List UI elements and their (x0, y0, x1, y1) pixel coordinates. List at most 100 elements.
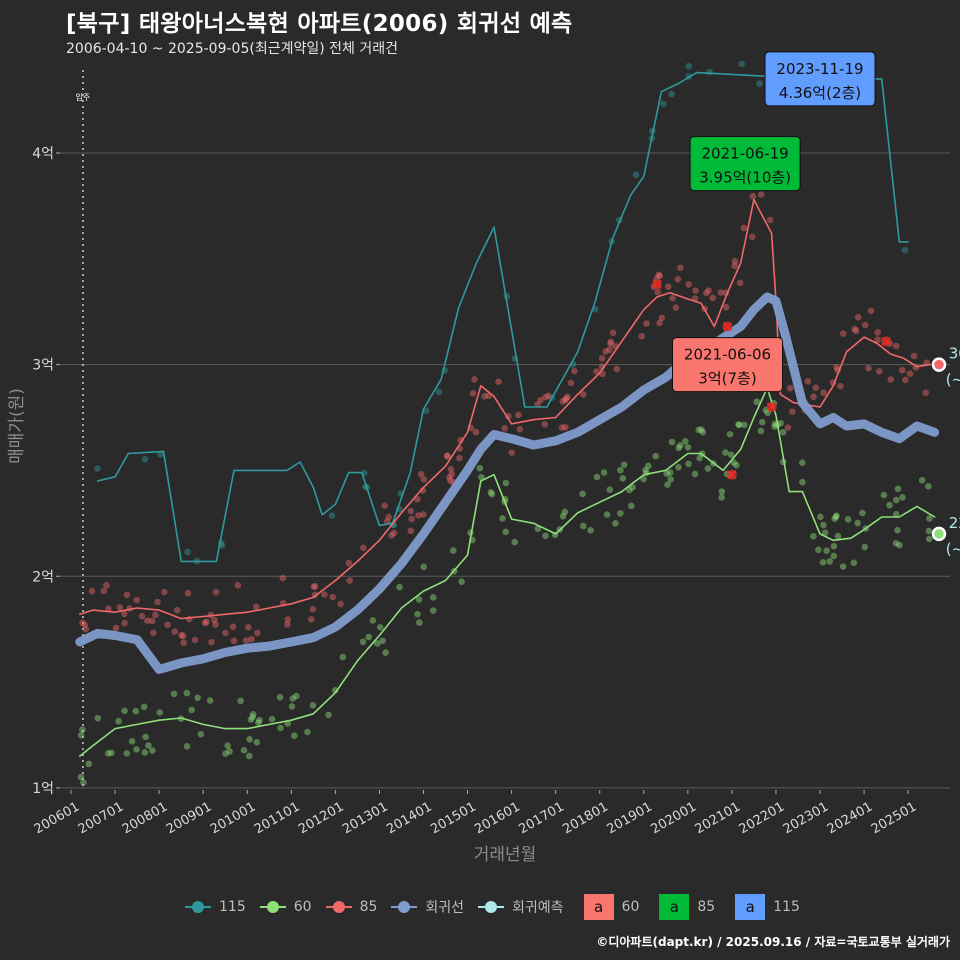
scatter-point-60 (684, 444, 692, 451)
highlight-marker (881, 336, 892, 347)
scatter-point-60 (832, 513, 840, 521)
scatter-point-85 (852, 327, 860, 335)
scatter-point-85 (854, 314, 862, 321)
scatter-point-60 (249, 713, 256, 721)
scatter-point-60 (830, 542, 838, 550)
scatter-point-85 (321, 591, 328, 598)
scatter-point-85 (865, 364, 872, 372)
scatter-point-60 (415, 596, 423, 603)
scatter-point-85 (414, 495, 421, 503)
scatter-point-85 (150, 629, 157, 637)
scatter-point-85 (685, 281, 692, 288)
scatter-point-60 (580, 522, 587, 530)
scatter-point-60 (374, 640, 381, 647)
series-line-60 (79, 387, 936, 757)
scatter-point-85 (516, 425, 524, 433)
scatter-point-85 (571, 367, 578, 375)
scatter-point-60 (727, 451, 735, 459)
scatter-point-60 (420, 563, 428, 571)
scatter-point-85 (874, 329, 881, 336)
scatter-point-60 (759, 418, 766, 426)
scatter-point-60 (249, 710, 257, 718)
scatter-point-60 (80, 779, 87, 786)
legend-label-115: 115 (219, 899, 246, 915)
scatter-point-60 (753, 398, 761, 406)
scatter-point-85 (178, 631, 185, 639)
highlight-marker (722, 321, 733, 332)
y-tick-label: 1억 (32, 781, 54, 797)
scatter-point-115 (632, 171, 640, 179)
scatter-point-115 (422, 407, 430, 415)
scatter-point-60 (696, 454, 703, 462)
plot-panel (60, 62, 950, 790)
y-tick-label: 3억 (32, 358, 54, 374)
scatter-point-85 (833, 363, 840, 371)
scatter-point-60 (735, 421, 743, 429)
scatter-point-85 (757, 191, 765, 198)
scatter-point-60 (304, 728, 311, 736)
scatter-point-60 (476, 464, 484, 472)
legend-item-60: 60 (259, 899, 312, 915)
occupancy-label: 입주 (76, 93, 91, 102)
scatter-point-85 (606, 346, 613, 354)
annotation-price: 4.36억(2층) (779, 84, 861, 102)
scatter-point-60 (291, 732, 298, 740)
scatter-point-60 (183, 742, 191, 750)
scatter-point-60 (277, 724, 284, 732)
scatter-point-85 (664, 283, 672, 291)
scatter-point-85 (310, 583, 318, 590)
scatter-point-85 (607, 340, 614, 348)
scatter-point-60 (652, 452, 660, 460)
scatter-point-60 (819, 559, 827, 566)
scatter-point-60 (642, 466, 649, 474)
scatter-point-85 (443, 453, 451, 460)
scatter-point-60 (534, 525, 542, 533)
scatter-point-60 (396, 583, 403, 591)
annotation-box60: 2021-06-06 3억(7층) (672, 337, 783, 393)
scatter-point-60 (133, 746, 140, 753)
scatter-point-85 (230, 637, 238, 645)
scatter-point-85 (203, 618, 210, 626)
scatter-point-60 (458, 578, 465, 586)
annotation-box (689, 136, 801, 192)
forecast-size-label: (~60㎡) (946, 540, 960, 558)
legend-label-regression: 회귀선 (425, 900, 465, 916)
scatter-point-85 (201, 619, 209, 627)
scatter-point-85 (851, 325, 859, 333)
scatter-point-60 (145, 742, 152, 749)
scatter-point-85 (899, 366, 906, 374)
scatter-point-60 (718, 494, 725, 501)
scatter-point-60 (487, 489, 495, 496)
scatter-point-85 (345, 559, 353, 567)
scatter-point-85 (501, 424, 509, 432)
legend-item-115: 115 (185, 899, 246, 915)
scatter-point-85 (112, 624, 120, 632)
forecast-value-label: 30,000 (949, 345, 960, 363)
scatter-point-60 (240, 747, 248, 754)
series-line-85 (79, 198, 932, 620)
scatter-point-60 (141, 749, 149, 756)
scatter-point-60 (816, 513, 824, 521)
scatter-point-85 (179, 632, 187, 640)
scatter-point-60 (854, 519, 861, 527)
scatter-point-60 (620, 461, 628, 468)
scatter-point-85 (154, 598, 161, 606)
scatter-point-60 (222, 750, 229, 757)
x-axis-title: 거래년월 (474, 845, 537, 865)
x-tick-label: 201301 (340, 799, 390, 837)
scatter-point-60 (478, 473, 485, 481)
scatter-point-85 (876, 367, 883, 375)
legend-label-60: 60 (293, 899, 312, 915)
scatter-point-85 (508, 449, 516, 457)
scatter-point-60 (815, 546, 822, 554)
x-tick-label: 201101 (252, 799, 302, 837)
scatter-point-60 (77, 773, 85, 781)
scatter-point-60 (365, 633, 373, 641)
scatter-point-85 (922, 389, 930, 397)
scatter-point-60 (339, 653, 347, 661)
scatter-point-85 (602, 348, 609, 355)
scatter-point-85 (173, 606, 181, 614)
scatter-point-60 (488, 490, 496, 498)
scatter-point-85 (643, 320, 650, 327)
scatter-point-60 (600, 469, 608, 476)
